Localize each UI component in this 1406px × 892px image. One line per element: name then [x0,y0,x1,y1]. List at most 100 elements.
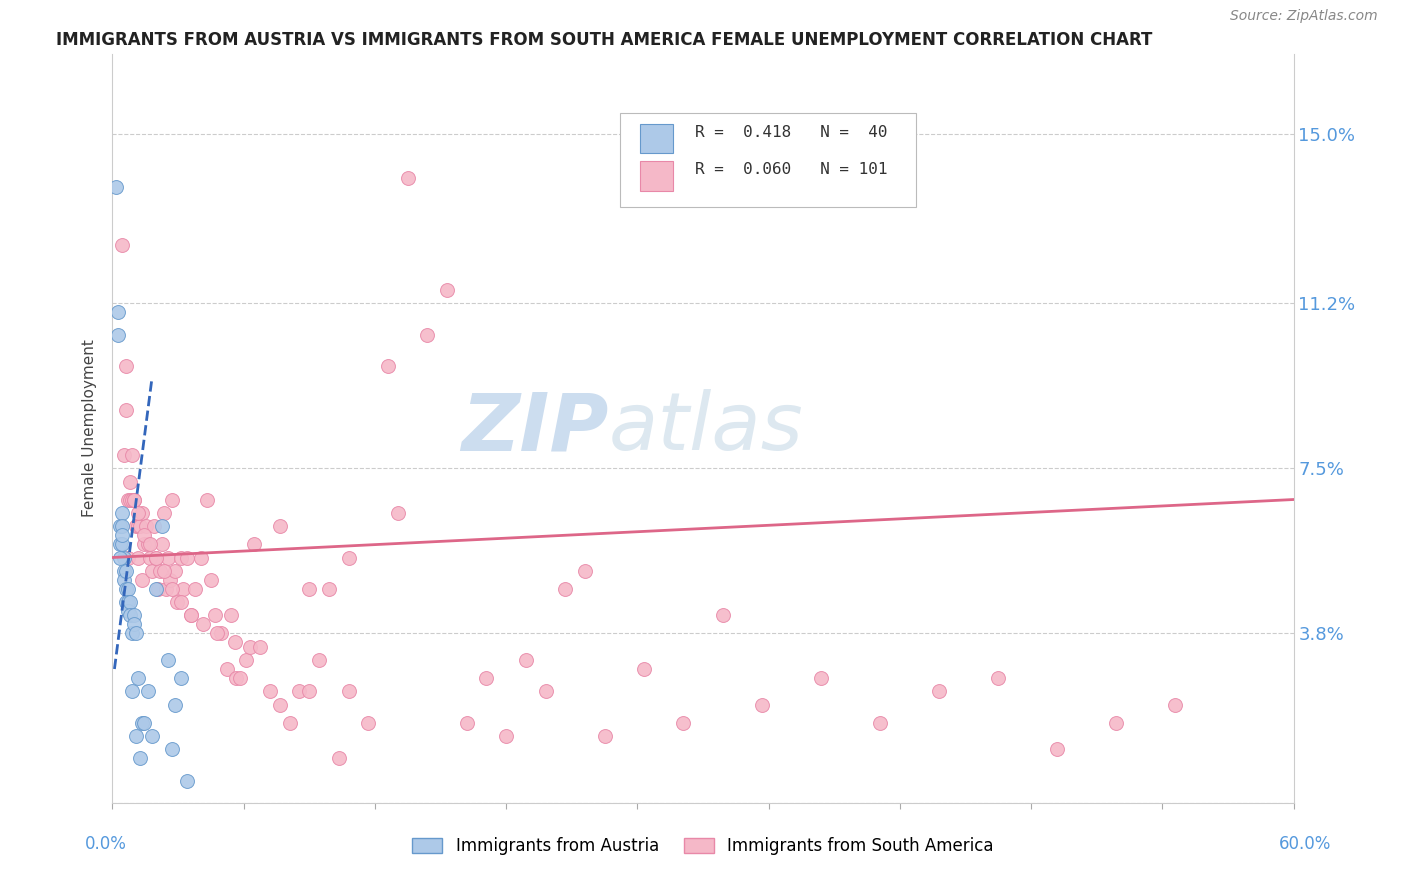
Point [115,582,138,596]
Point [155,582,177,596]
Point [152,506,174,520]
Point [387,506,409,520]
Point [105,180,128,194]
Point [308,653,330,667]
Point [180,608,202,623]
Point [225,671,247,685]
Point [152,564,174,578]
Point [110,537,132,551]
Point [131,573,153,587]
Point [117,492,139,507]
Point [239,640,262,654]
Point [190,550,212,565]
Point [115,359,138,373]
Point [117,604,139,618]
Point [172,582,194,596]
Point [141,729,163,743]
Point [672,715,695,730]
Point [810,671,832,685]
Point [127,671,149,685]
Point [107,327,129,342]
Point [987,671,1010,685]
Point [135,519,157,533]
Point [149,564,172,578]
Point [1164,698,1187,712]
Point [141,564,163,578]
Point [869,715,891,730]
Point [191,617,214,632]
Point [117,550,139,565]
Point [125,626,148,640]
Point [122,608,145,623]
Point [205,626,228,640]
Point [456,715,478,730]
Point [278,715,301,730]
Point [127,550,149,565]
Point [142,519,165,533]
Point [357,715,380,730]
Point [235,653,257,667]
Point [150,519,173,533]
FancyBboxPatch shape [620,113,915,207]
Point [180,608,202,623]
Point [121,626,143,640]
Point [115,564,138,578]
Text: R =  0.418   N =  40: R = 0.418 N = 40 [695,125,887,140]
Point [243,537,266,551]
Point [184,582,207,596]
Point [259,684,281,698]
Point [117,582,139,596]
Point [146,582,169,596]
Point [160,582,183,596]
Point [195,492,218,507]
Point [269,519,291,533]
Point [131,506,153,520]
Point [751,698,773,712]
Point [170,550,193,565]
Point [139,550,162,565]
Point [111,519,134,533]
Point [110,519,132,533]
Point [120,595,142,609]
Point [1046,742,1069,756]
Point [633,662,655,676]
Text: Source: ZipAtlas.com: Source: ZipAtlas.com [1230,9,1378,22]
Point [436,283,458,297]
Point [298,684,321,698]
Point [328,751,350,765]
Text: atlas: atlas [609,389,803,467]
Point [136,537,159,551]
Point [120,475,142,489]
Point [111,506,134,520]
Point [121,448,143,462]
Point [204,608,226,623]
Point [554,582,576,596]
Point [534,684,557,698]
Point [112,448,135,462]
Point [593,729,616,743]
Point [110,550,132,565]
Point [121,684,143,698]
Point [111,537,134,551]
Point [139,537,162,551]
Point [377,359,399,373]
Text: IMMIGRANTS FROM AUSTRIA VS IMMIGRANTS FROM SOUTH AMERICA FEMALE UNEMPLOYMENT COR: IMMIGRANTS FROM AUSTRIA VS IMMIGRANTS FR… [56,31,1153,49]
Point [132,537,155,551]
Point [107,305,129,319]
Point [224,635,246,649]
Point [129,519,152,533]
Point [125,729,148,743]
Point [160,742,183,756]
Point [337,684,360,698]
Point [166,595,188,609]
Point [170,595,193,609]
Point [122,492,145,507]
Point [269,698,291,712]
Point [117,595,139,609]
Point [337,550,360,565]
Legend: Immigrants from Austria, Immigrants from South America: Immigrants from Austria, Immigrants from… [405,830,1001,862]
Bar [640,124,673,153]
Point [288,684,311,698]
Point [127,519,149,533]
Point [200,573,222,587]
